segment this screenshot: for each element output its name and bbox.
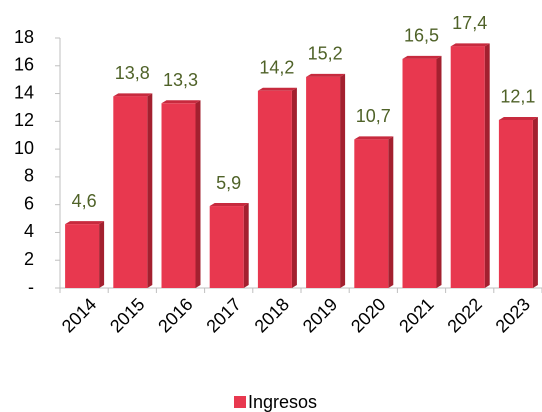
bar-top (113, 93, 153, 97)
y-tick-label: 6 (24, 193, 34, 213)
value-label: 12,1 (500, 87, 535, 107)
bar-side (484, 43, 490, 289)
x-tick-label: 2016 (154, 294, 196, 336)
x-tick-label: 2020 (347, 294, 389, 336)
y-tick-label: 16 (14, 55, 34, 75)
y-tick-label: 8 (24, 166, 34, 186)
y-tick-label: 4 (24, 221, 34, 241)
bar-side (243, 203, 249, 288)
bar (161, 103, 196, 289)
bar-side (147, 93, 153, 288)
bar (306, 76, 341, 288)
bar-top (450, 43, 490, 47)
bar-side (340, 73, 346, 288)
bar-side (99, 221, 105, 288)
legend-label: Ingresos (248, 392, 317, 412)
bar-top (306, 73, 346, 77)
y-tick-label: 12 (14, 110, 34, 130)
bar-side (532, 116, 538, 288)
bar (354, 139, 389, 288)
bar (65, 224, 100, 288)
bar-side (436, 55, 442, 289)
y-tick-label: 2 (24, 249, 34, 269)
bar-top (161, 100, 201, 104)
x-tick-label: 2015 (106, 294, 148, 336)
value-label: 17,4 (452, 13, 487, 33)
bar (209, 206, 244, 288)
value-label: 15,2 (308, 44, 343, 64)
x-tick-label: 2018 (251, 294, 293, 336)
bar-top (402, 55, 442, 59)
bar-top (354, 136, 394, 140)
value-label: 16,5 (404, 26, 439, 46)
y-tick-label: 18 (14, 27, 34, 47)
legend-swatch (234, 396, 246, 408)
x-tick-label: 2022 (443, 294, 485, 336)
bar (450, 46, 485, 289)
value-label: 13,8 (115, 63, 150, 83)
x-tick-label: 2023 (492, 294, 534, 336)
bar-top (65, 221, 105, 225)
bar-side (388, 136, 394, 288)
value-label: 5,9 (216, 173, 241, 193)
bar-top (257, 87, 297, 91)
bar (402, 58, 437, 289)
y-tick-label: - (28, 277, 34, 297)
bar-top (209, 203, 249, 207)
value-label: 4,6 (72, 191, 97, 211)
x-tick-label: 2019 (299, 294, 341, 336)
value-label: 13,3 (163, 70, 198, 90)
bar (113, 96, 148, 288)
value-label: 10,7 (356, 106, 391, 126)
y-tick-label: 14 (14, 82, 34, 102)
bar (257, 90, 292, 289)
x-tick-label: 2017 (202, 294, 244, 336)
x-tick-label: 2014 (58, 294, 100, 336)
bar-top (498, 116, 538, 120)
bar (498, 119, 533, 288)
bar-side (195, 100, 201, 289)
x-tick-label: 2021 (395, 294, 437, 336)
value-label: 14,2 (259, 58, 294, 78)
bar-side (291, 87, 297, 289)
y-tick-label: 10 (14, 138, 34, 158)
